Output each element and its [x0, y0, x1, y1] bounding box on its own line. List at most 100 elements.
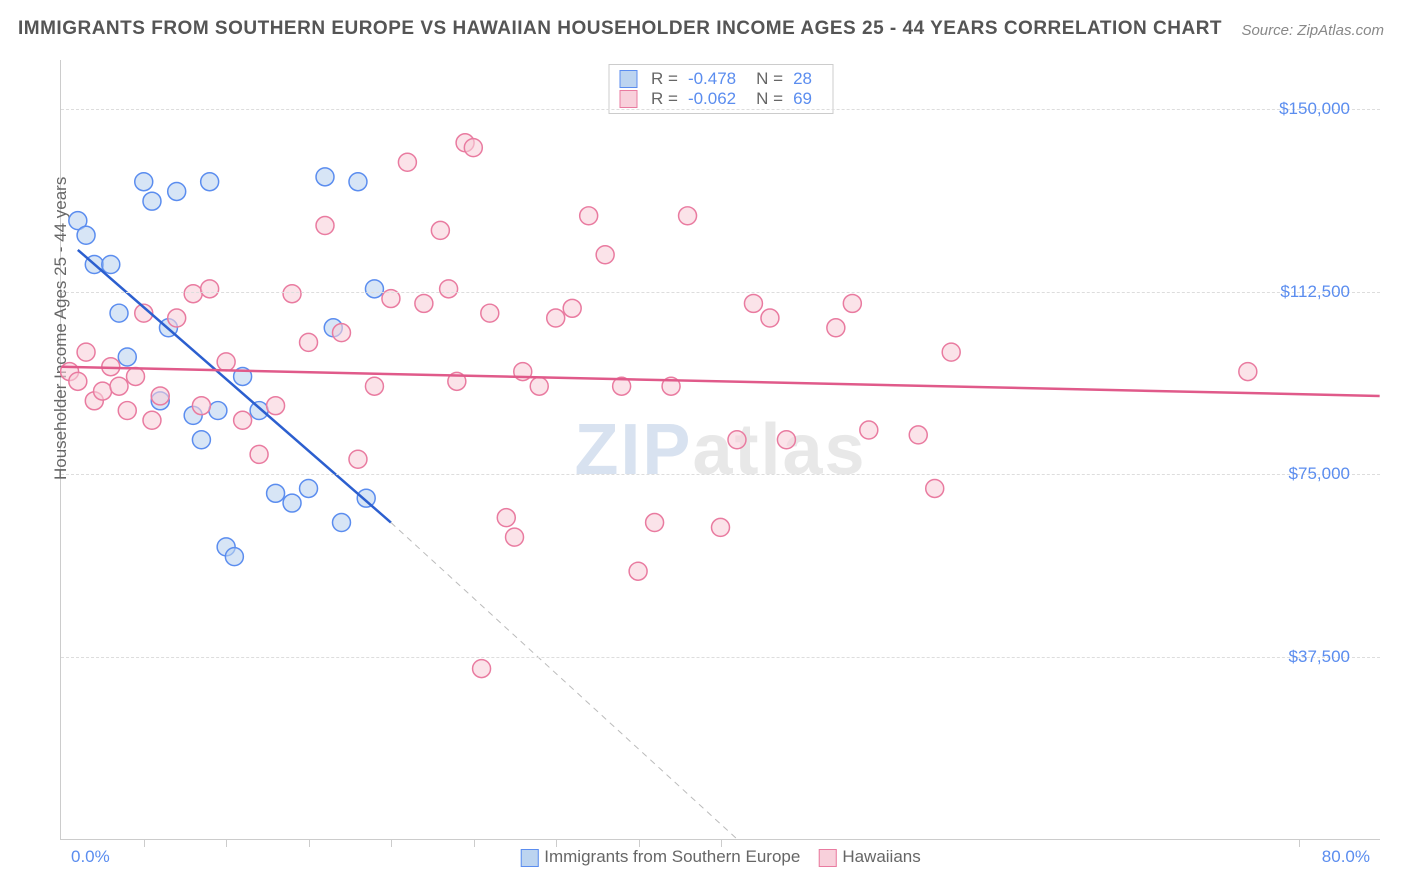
data-point	[151, 387, 169, 405]
bottom-legend-item: Hawaiians	[818, 847, 920, 867]
data-point	[143, 411, 161, 429]
data-point	[942, 343, 960, 361]
x-tick	[144, 839, 145, 847]
gridline	[61, 474, 1380, 475]
trend-line	[61, 367, 1379, 396]
data-point	[118, 348, 136, 366]
data-point	[1239, 363, 1257, 381]
data-point	[225, 548, 243, 566]
data-point	[728, 431, 746, 449]
x-tick	[309, 839, 310, 847]
data-point	[415, 294, 433, 312]
plot-svg	[61, 60, 1380, 839]
data-point	[926, 479, 944, 497]
data-point	[744, 294, 762, 312]
data-point	[596, 246, 614, 264]
data-point	[135, 173, 153, 191]
data-point	[349, 173, 367, 191]
data-point	[110, 377, 128, 395]
data-point	[118, 402, 136, 420]
x-tick	[1299, 839, 1300, 847]
data-point	[431, 221, 449, 239]
y-tick-label: $75,000	[1289, 464, 1350, 484]
data-point	[860, 421, 878, 439]
data-point	[168, 182, 186, 200]
data-point	[827, 319, 845, 337]
data-point	[316, 217, 334, 235]
chart-title: IMMIGRANTS FROM SOUTHERN EUROPE VS HAWAI…	[18, 18, 1222, 40]
data-point	[300, 479, 318, 497]
data-point	[267, 484, 285, 502]
data-point	[506, 528, 524, 546]
data-point	[497, 509, 515, 527]
stats-legend-row: R = -0.062N = 69	[619, 89, 822, 109]
data-point	[127, 367, 145, 385]
trend-line-extrapolation	[391, 523, 737, 839]
x-tick	[226, 839, 227, 847]
data-point	[110, 304, 128, 322]
x-tick	[556, 839, 557, 847]
data-point	[184, 285, 202, 303]
data-point	[481, 304, 499, 322]
gridline	[61, 292, 1380, 293]
stat-r-label: R =	[651, 69, 678, 89]
data-point	[580, 207, 598, 225]
data-point	[201, 280, 219, 298]
data-point	[209, 402, 227, 420]
data-point	[217, 353, 235, 371]
data-point	[473, 660, 491, 678]
stat-n-label: N =	[756, 89, 783, 109]
data-point	[201, 173, 219, 191]
data-point	[94, 382, 112, 400]
legend-swatch	[520, 849, 538, 867]
data-point	[192, 397, 210, 415]
gridline	[61, 657, 1380, 658]
data-point	[300, 333, 318, 351]
data-point	[102, 255, 120, 273]
source-attribution: Source: ZipAtlas.com	[1241, 22, 1384, 39]
data-point	[365, 280, 383, 298]
data-point	[563, 299, 581, 317]
gridline	[61, 109, 1380, 110]
data-point	[440, 280, 458, 298]
data-point	[77, 343, 95, 361]
data-point	[761, 309, 779, 327]
data-point	[629, 562, 647, 580]
data-point	[316, 168, 334, 186]
data-point	[365, 377, 383, 395]
data-point	[283, 285, 301, 303]
data-point	[464, 139, 482, 157]
data-point	[547, 309, 565, 327]
stat-n-value: 69	[793, 89, 812, 109]
data-point	[283, 494, 301, 512]
x-axis-max-label: 80.0%	[1322, 847, 1370, 867]
data-point	[530, 377, 548, 395]
data-point	[69, 372, 87, 390]
data-point	[332, 324, 350, 342]
y-tick-label: $150,000	[1279, 99, 1350, 119]
data-point	[192, 431, 210, 449]
data-point	[646, 514, 664, 532]
data-point	[234, 411, 252, 429]
data-point	[712, 518, 730, 536]
y-tick-label: $112,500	[1280, 282, 1350, 302]
x-tick	[391, 839, 392, 847]
legend-label: Hawaiians	[842, 847, 920, 866]
data-point	[250, 402, 268, 420]
stats-legend-row: R = -0.478N = 28	[619, 69, 822, 89]
data-point	[357, 489, 375, 507]
data-point	[349, 450, 367, 468]
x-tick	[474, 839, 475, 847]
legend-label: Immigrants from Southern Europe	[544, 847, 800, 866]
stats-legend: R = -0.478N = 28R = -0.062N = 69	[608, 64, 833, 114]
y-tick-label: $37,500	[1289, 647, 1350, 667]
data-point	[332, 514, 350, 532]
chart-area: Householder Income Ages 25 - 44 years ZI…	[60, 60, 1380, 840]
legend-swatch	[818, 849, 836, 867]
data-point	[909, 426, 927, 444]
data-point	[679, 207, 697, 225]
bottom-legend: Immigrants from Southern Europe Hawaiians	[520, 847, 921, 867]
data-point	[398, 153, 416, 171]
data-point	[143, 192, 161, 210]
bottom-legend-item: Immigrants from Southern Europe	[520, 847, 800, 867]
